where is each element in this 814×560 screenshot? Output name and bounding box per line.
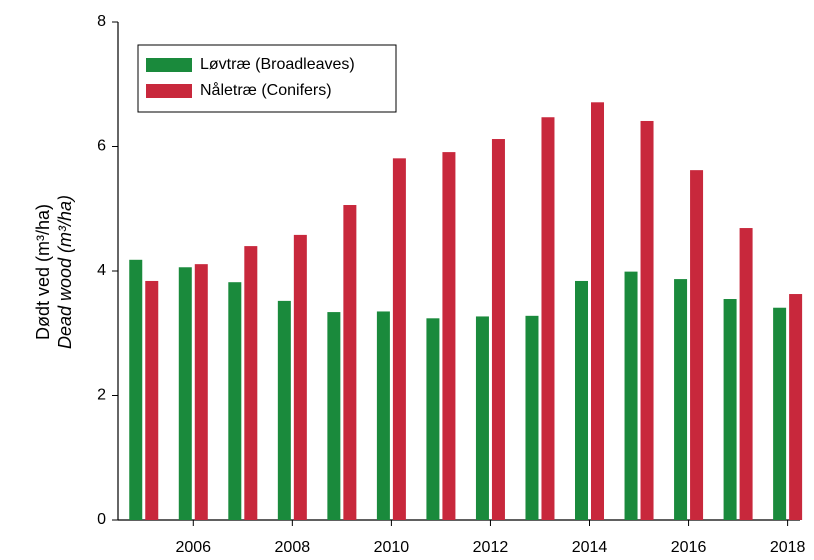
- bar: [129, 259, 143, 520]
- bar: [327, 312, 341, 520]
- x-tick-label: 2014: [572, 539, 608, 556]
- bar: [475, 316, 489, 520]
- y-tick-label: 2: [97, 387, 106, 404]
- bar: [525, 315, 539, 520]
- x-tick-label: 2018: [770, 539, 806, 556]
- x-tick-label: 2006: [175, 539, 211, 556]
- bar: [575, 280, 589, 520]
- bar: [277, 300, 291, 520]
- bar: [739, 228, 753, 521]
- legend-swatch: [146, 84, 192, 98]
- x-tick-label: 2012: [473, 539, 509, 556]
- y-tick-label: 8: [97, 13, 106, 30]
- bar: [376, 311, 390, 520]
- bar: [442, 152, 456, 521]
- legend-label: Løvtræ (Broadleaves): [200, 56, 355, 73]
- bar: [426, 318, 440, 520]
- legend-swatch: [146, 58, 192, 72]
- bar: [392, 158, 406, 520]
- legend-box: [137, 44, 397, 113]
- bar: [244, 246, 258, 520]
- bar: [723, 299, 737, 520]
- bar: [773, 307, 787, 520]
- bar: [789, 294, 803, 520]
- bar: [491, 139, 505, 520]
- y-axis-label-2: Dead wood (m³/ha): [55, 195, 75, 349]
- bar: [145, 280, 159, 520]
- legend-label: Nåletræ (Conifers): [200, 81, 332, 99]
- bar: [194, 264, 208, 520]
- y-tick-label: 6: [97, 138, 106, 155]
- bar: [674, 279, 688, 520]
- y-axis-label: Dødt ved (m³/ha): [33, 204, 53, 340]
- bar: [591, 102, 605, 521]
- x-tick-label: 2010: [374, 539, 410, 556]
- bar: [228, 282, 242, 520]
- x-tick-label: 2016: [671, 539, 707, 556]
- x-tick-label: 2008: [275, 539, 311, 556]
- y-tick-label: 0: [97, 511, 106, 528]
- bar: [541, 117, 555, 521]
- bar: [293, 234, 307, 520]
- bar: [624, 271, 638, 520]
- y-tick-label: 4: [97, 262, 106, 279]
- bar: [690, 170, 704, 520]
- bar: [343, 205, 357, 520]
- bar: [640, 120, 654, 520]
- bar: [178, 267, 192, 520]
